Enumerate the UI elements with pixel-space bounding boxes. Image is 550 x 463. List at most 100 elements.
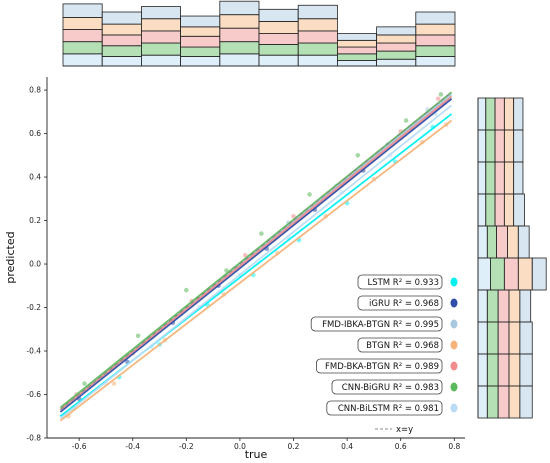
x-tick-label: 0.4 <box>341 442 353 451</box>
legend-entry-box <box>326 400 443 416</box>
right-hist-bar <box>513 193 525 227</box>
right-hist-bar <box>477 321 488 355</box>
x-tick-label: 0.8 <box>448 442 460 451</box>
right-hist-bar <box>485 129 496 163</box>
top-hist-bar <box>219 14 260 29</box>
x-tick-label: -0.6 <box>72 442 87 451</box>
top-hist-bar <box>101 56 142 67</box>
top-hist-bar <box>336 60 377 67</box>
top-hist-bar <box>336 39 377 48</box>
right-hist-bar <box>513 97 524 131</box>
scatter-point-cnn-bigru <box>259 231 264 236</box>
top-hist-bar <box>140 30 181 44</box>
top-hist-bar <box>415 34 456 47</box>
x-tick-label: 0.2 <box>288 442 300 451</box>
fit-line-igru <box>59 98 453 413</box>
scatter-point-btgn <box>111 381 117 386</box>
right-hist-bar <box>486 385 499 419</box>
x-axis-label: true <box>245 448 268 461</box>
top-hist-bar <box>62 53 103 67</box>
legend-entry-label: FMD-IBKA-BTGN R² = 0.995 <box>322 320 439 330</box>
top-hist-bar <box>415 56 456 67</box>
right-hist-bar <box>477 257 491 291</box>
right-hist-bar <box>513 161 524 195</box>
scatter-point-cnn-bigru <box>184 287 189 293</box>
right-hist-bar <box>485 97 496 131</box>
x-tick-label: 0.6 <box>395 442 407 451</box>
top-hist-bar <box>140 6 181 20</box>
legend-entry-marker <box>450 277 458 287</box>
legend-entry-label: CNN-BiLSTM R² = 0.981 <box>338 404 439 414</box>
right-hist-bar <box>508 289 521 323</box>
top-hist-bar <box>101 34 142 47</box>
top-hist-bar <box>140 42 181 56</box>
right-hist-bar <box>507 225 519 259</box>
legend: LSTM R² = 0.933 iGRU R² = 0.968 FMD-IBKA-B… <box>310 274 458 435</box>
legend-entry-marker <box>450 403 458 413</box>
right-hist-bar <box>494 193 505 227</box>
top-hist-bar <box>62 3 103 18</box>
right-hist-bar <box>477 385 488 419</box>
top-hist-bar <box>180 56 221 67</box>
legend-entry-marker <box>450 298 458 308</box>
top-hist-bar <box>297 4 338 20</box>
legend-entry-box <box>357 274 443 290</box>
top-hist-bar <box>180 35 221 48</box>
y-tick-label: -0.4 <box>26 347 41 356</box>
top-hist-bar <box>258 21 299 35</box>
top-hist-bar <box>101 45 142 57</box>
right-hist-bar <box>494 129 505 163</box>
top-hist-bar <box>415 11 456 25</box>
top-hist-bar <box>219 27 260 43</box>
top-hist-bar <box>336 46 377 55</box>
right-hist-bar <box>508 353 521 387</box>
legend-entry-label: iGRU R² = 0.968 <box>369 299 439 309</box>
top-hist-bar <box>297 54 338 67</box>
y-tick-label: 0.8 <box>29 86 41 95</box>
top-hist-bar <box>140 18 181 32</box>
top-hist-bar <box>62 29 103 43</box>
fit-line-btgn <box>59 119 453 422</box>
top-hist-bar <box>258 33 299 45</box>
top-hist-bar <box>62 41 103 55</box>
top-hist-bar <box>297 42 338 56</box>
top-hist-bar <box>376 26 417 36</box>
top-hist-bar <box>140 54 181 67</box>
legend-entry-label: BTGN R² = 0.968 <box>366 341 439 351</box>
y-tick-label: -0.6 <box>26 390 41 399</box>
right-hist-bar <box>508 321 521 355</box>
top-hist-bar <box>336 53 377 61</box>
right-hist-bar <box>485 161 496 195</box>
fit-line-fmd-bka-btgn <box>59 95 453 411</box>
right-hist-bar <box>519 353 533 387</box>
right-hist-bar <box>497 385 510 419</box>
top-hist-bar <box>376 42 417 52</box>
x-tick-label: -0.4 <box>125 442 140 451</box>
legend-entry-box <box>310 316 443 332</box>
scatter-point-cnn-bigru <box>135 333 141 339</box>
right-hist-bar <box>486 289 499 323</box>
top-hist-bar <box>258 8 299 22</box>
right-hist-bar <box>517 257 533 291</box>
right-hist-bar <box>503 129 515 163</box>
legend-entry-marker <box>450 340 458 350</box>
top-hist-bar <box>297 30 338 44</box>
right-hist-bar <box>477 97 487 131</box>
top-hist-bar <box>415 23 456 36</box>
top-hist-bar <box>219 41 260 55</box>
right-hist-bar <box>477 289 488 323</box>
y-tick-label: -0.8 <box>26 434 41 443</box>
legend-entry-label: FMD-BKA-BTGN R² = 0.989 <box>325 362 439 372</box>
scatter-point-cnn-bigru <box>307 192 312 197</box>
legend-entry-box <box>315 358 443 374</box>
y-tick-label: 0.0 <box>29 260 41 269</box>
y-tick-label: 0.2 <box>29 216 41 225</box>
legend-reference-label: x=y <box>396 425 413 435</box>
top-hist-bar <box>219 0 260 16</box>
x-tick-label: -0.2 <box>179 442 194 451</box>
right-hist-bar <box>477 193 487 227</box>
top-marginal-histogram <box>62 0 456 67</box>
top-hist-bar <box>219 53 260 67</box>
legend-entry-box <box>357 337 443 353</box>
top-hist-bar <box>376 58 417 67</box>
